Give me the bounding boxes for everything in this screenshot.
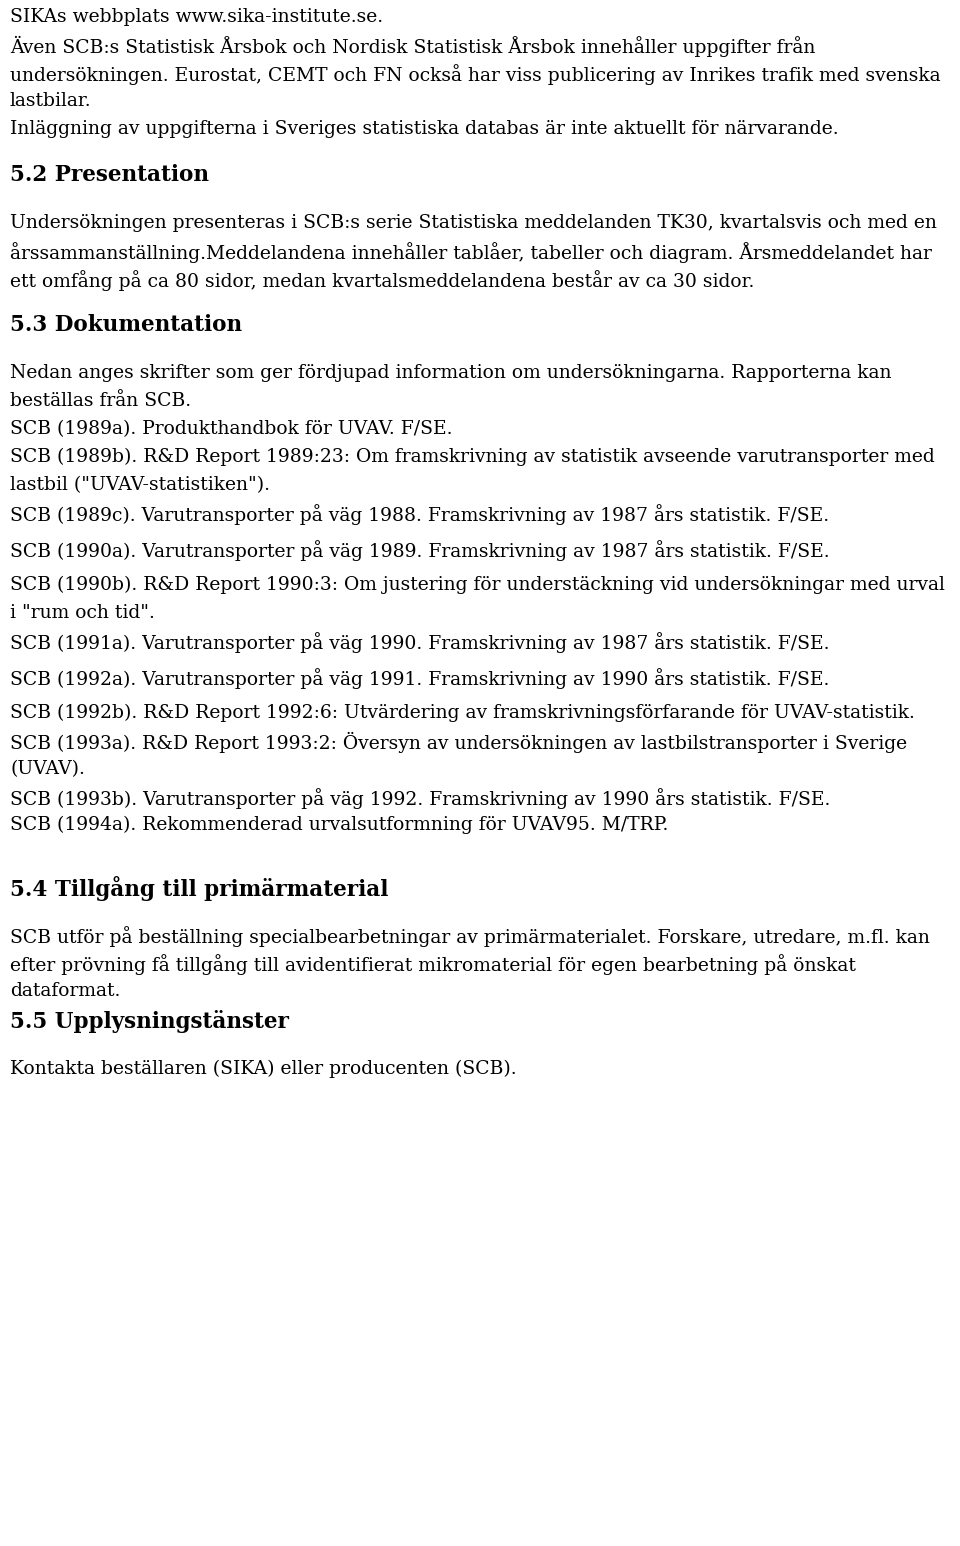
Text: årssammanställning.Meddelandena innehåller tablåer, tabeller och diagram. Årsmed: årssammanställning.Meddelandena innehåll… <box>10 243 932 263</box>
Text: SIKAs webbplats www.sika-institute.se.: SIKAs webbplats www.sika-institute.se. <box>10 8 383 26</box>
Text: Undersökningen presenteras i SCB:s serie Statistiska meddelanden TK30, kvartalsv: Undersökningen presenteras i SCB:s serie… <box>10 213 937 232</box>
Text: SCB (1990b). R&D Report 1990:3: Om justering för understäckning vid undersökning: SCB (1990b). R&D Report 1990:3: Om juste… <box>10 577 945 594</box>
Text: (UVAV).: (UVAV). <box>10 761 84 778</box>
Text: SCB (1993a). R&D Report 1993:2: Översyn av undersökningen av lastbilstransporter: SCB (1993a). R&D Report 1993:2: Översyn … <box>10 731 907 753</box>
Text: SCB (1989a). Produkthandbok för UVAV. F/SE.: SCB (1989a). Produkthandbok för UVAV. F/… <box>10 421 452 438</box>
Text: lastbilar.: lastbilar. <box>10 93 91 110</box>
Text: SCB (1992b). R&D Report 1992:6: Utvärdering av framskrivningsförfarande för UVAV: SCB (1992b). R&D Report 1992:6: Utvärder… <box>10 703 915 722</box>
Text: i "rum och tid".: i "rum och tid". <box>10 604 155 621</box>
Text: SCB (1992a). Varutransporter på väg 1991. Framskrivning av 1990 års statistik. F: SCB (1992a). Varutransporter på väg 1991… <box>10 668 829 690</box>
Text: Även SCB:s Statistisk Årsbok och Nordisk Statistisk Årsbok innehåller uppgifter : Även SCB:s Statistisk Årsbok och Nordisk… <box>10 36 815 57</box>
Text: Inläggning av uppgifterna i Sveriges statistiska databas är inte aktuellt för nä: Inläggning av uppgifterna i Sveriges sta… <box>10 121 839 138</box>
Text: 5.3 Dokumentation: 5.3 Dokumentation <box>10 314 242 335</box>
Text: 5.5 Upplysningstänster: 5.5 Upplysningstänster <box>10 1010 289 1033</box>
Text: SCB utför på beställning specialbearbetningar av primärmaterialet. Forskare, utr: SCB utför på beställning specialbearbetn… <box>10 926 930 948</box>
Text: SCB (1994a). Rekommenderad urvalsutformning för UVAV95. M/TRP.: SCB (1994a). Rekommenderad urvalsutformn… <box>10 816 668 835</box>
Text: Kontakta beställaren (SIKA) eller producenten (SCB).: Kontakta beställaren (SIKA) eller produc… <box>10 1061 516 1078</box>
Text: Nedan anges skrifter som ger fördjupad information om undersökningarna. Rapporte: Nedan anges skrifter som ger fördjupad i… <box>10 363 892 382</box>
Text: beställas från SCB.: beställas från SCB. <box>10 393 191 410</box>
Text: efter prövning få tillgång till avidentifierat mikromaterial för egen bearbetnin: efter prövning få tillgång till avidenti… <box>10 954 856 976</box>
Text: undersökningen. Eurostat, CEMT och FN också har viss publicering av Inrikes traf: undersökningen. Eurostat, CEMT och FN oc… <box>10 63 941 85</box>
Text: 5.4 Tillgång till primärmaterial: 5.4 Tillgång till primärmaterial <box>10 877 389 901</box>
Text: 5.2 Presentation: 5.2 Presentation <box>10 164 209 186</box>
Text: SCB (1993b). Varutransporter på väg 1992. Framskrivning av 1990 års statistik. F: SCB (1993b). Varutransporter på väg 1992… <box>10 788 830 809</box>
Text: SCB (1989c). Varutransporter på väg 1988. Framskrivning av 1987 års statistik. F: SCB (1989c). Varutransporter på väg 1988… <box>10 504 829 526</box>
Text: SCB (1989b). R&D Report 1989:23: Om framskrivning av statistik avseende varutran: SCB (1989b). R&D Report 1989:23: Om fram… <box>10 448 935 467</box>
Text: ett omfång på ca 80 sidor, medan kvartalsmeddelandena består av ca 30 sidor.: ett omfång på ca 80 sidor, medan kvartal… <box>10 271 755 291</box>
Text: SCB (1991a). Varutransporter på väg 1990. Framskrivning av 1987 års statistik. F: SCB (1991a). Varutransporter på väg 1990… <box>10 632 829 652</box>
Text: dataformat.: dataformat. <box>10 982 120 1000</box>
Text: SCB (1990a). Varutransporter på väg 1989. Framskrivning av 1987 års statistik. F: SCB (1990a). Varutransporter på väg 1989… <box>10 540 829 561</box>
Text: lastbil ("UVAV-statistiken").: lastbil ("UVAV-statistiken"). <box>10 476 270 495</box>
